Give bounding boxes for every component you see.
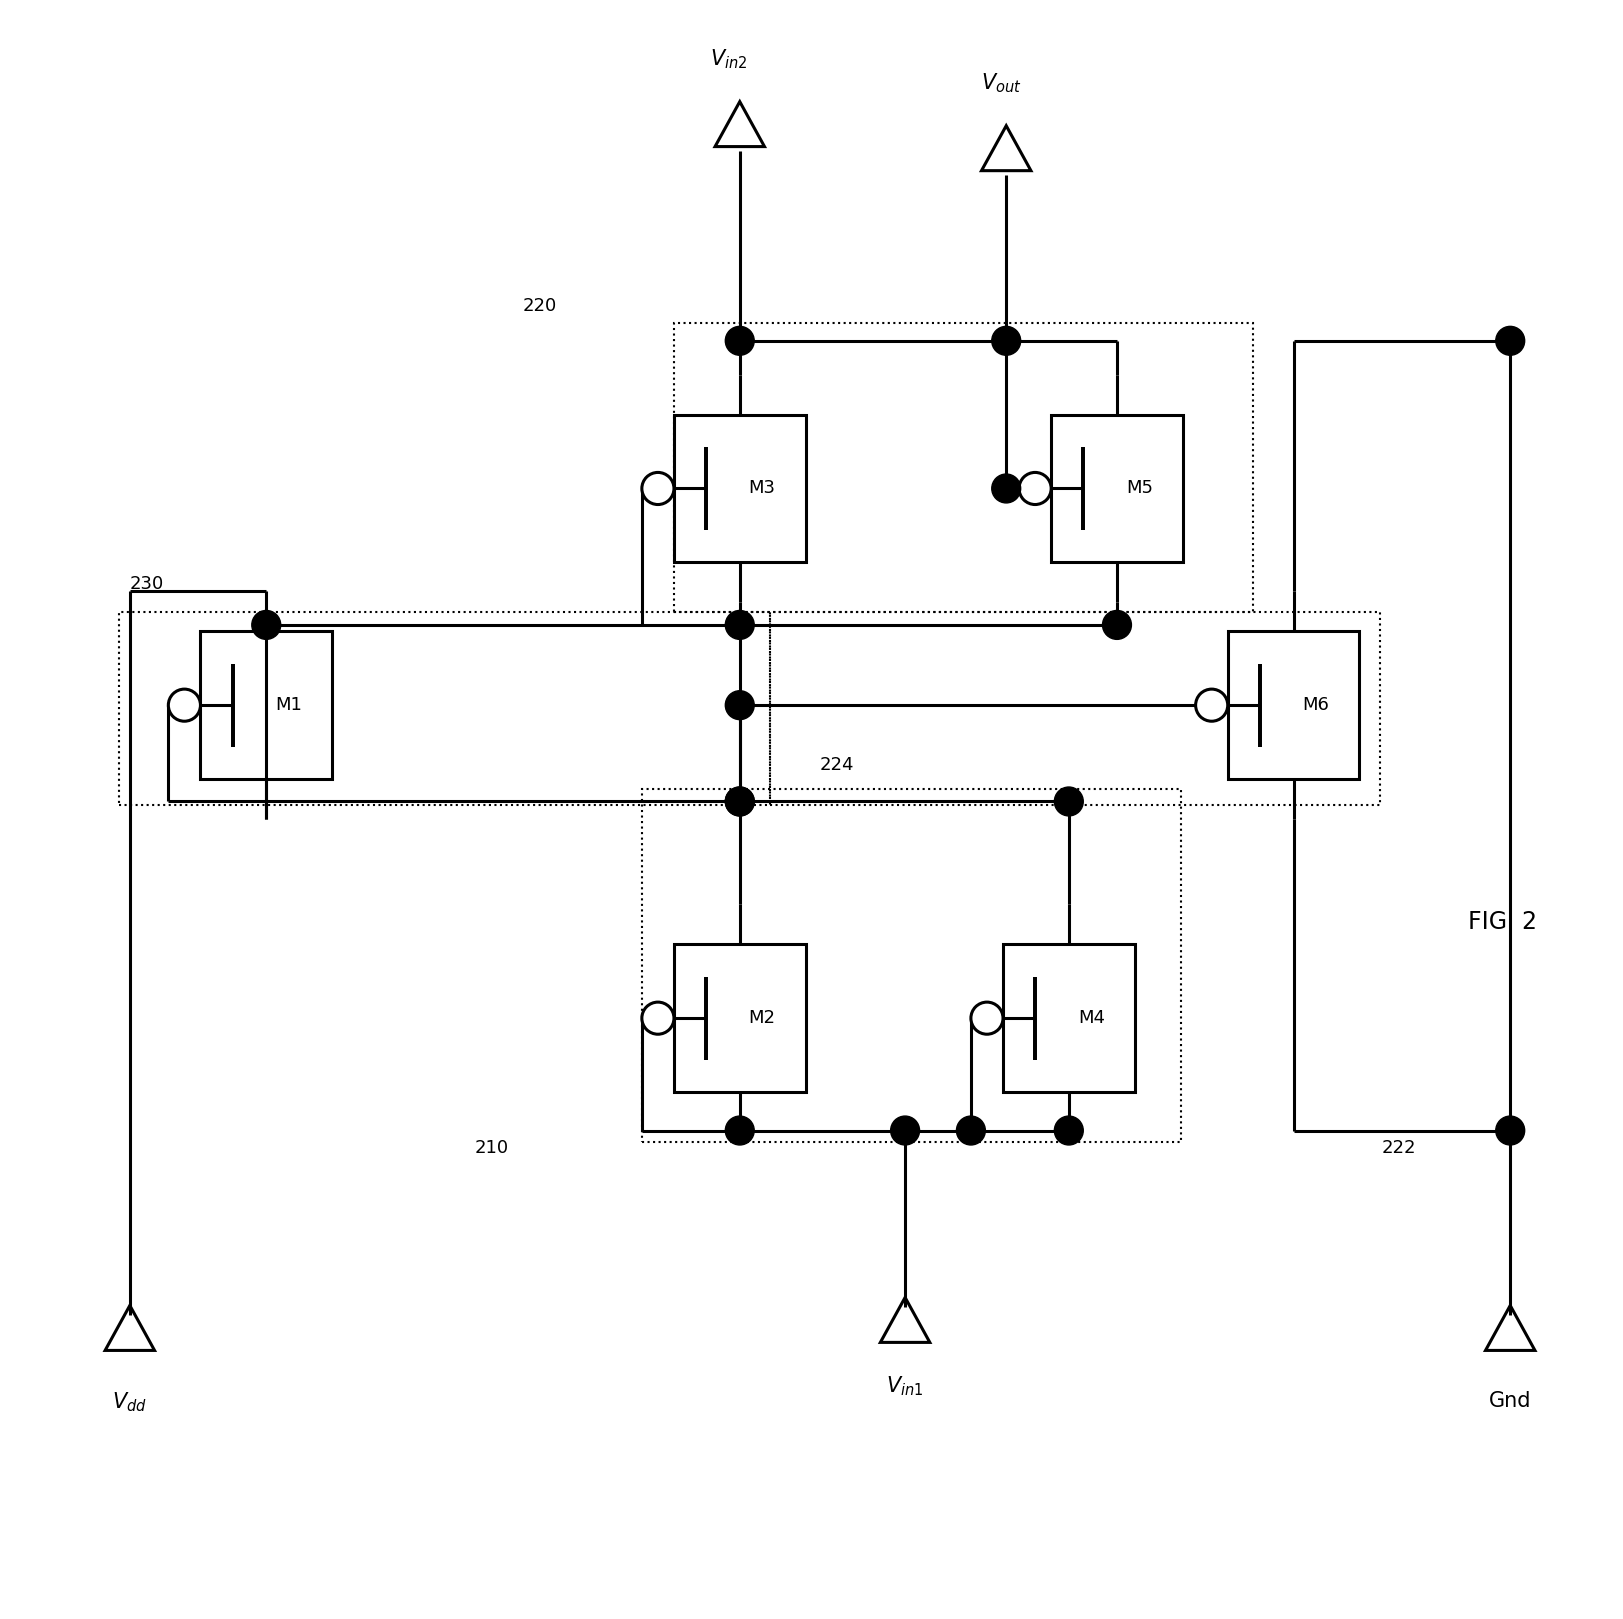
- Text: 222: 222: [1381, 1138, 1415, 1156]
- Circle shape: [725, 327, 753, 355]
- Circle shape: [1018, 473, 1050, 505]
- Bar: [200, 631, 331, 779]
- Text: M1: M1: [276, 696, 302, 714]
- Circle shape: [956, 1115, 985, 1145]
- Text: M3: M3: [748, 479, 776, 497]
- Circle shape: [1495, 327, 1524, 355]
- Text: 230: 230: [130, 575, 164, 593]
- Text: $V_{in2}$: $V_{in2}$: [709, 47, 747, 71]
- Text: Gnd: Gnd: [1488, 1391, 1530, 1410]
- Circle shape: [1102, 610, 1131, 640]
- Circle shape: [1495, 1115, 1524, 1145]
- Bar: [1227, 631, 1358, 779]
- Circle shape: [725, 691, 753, 719]
- Bar: [118, 612, 769, 805]
- Circle shape: [992, 474, 1019, 504]
- Circle shape: [725, 1115, 753, 1145]
- Text: M6: M6: [1302, 696, 1329, 714]
- Circle shape: [725, 787, 753, 816]
- Text: FIG. 2: FIG. 2: [1467, 910, 1535, 934]
- Bar: [674, 414, 805, 562]
- Bar: [1050, 414, 1182, 562]
- Text: $V_{in1}$: $V_{in1}$: [886, 1375, 923, 1399]
- Text: 220: 220: [523, 298, 557, 316]
- Text: $V_{dd}$: $V_{dd}$: [112, 1391, 148, 1413]
- Text: M4: M4: [1078, 1009, 1104, 1026]
- Bar: [769, 612, 1380, 805]
- Circle shape: [889, 1115, 919, 1145]
- Circle shape: [725, 610, 753, 640]
- Circle shape: [641, 473, 674, 505]
- Circle shape: [641, 1002, 674, 1035]
- Circle shape: [992, 327, 1019, 355]
- Text: 224: 224: [820, 756, 854, 774]
- Bar: [641, 788, 1180, 1141]
- Text: M5: M5: [1125, 479, 1152, 497]
- Text: M2: M2: [748, 1009, 776, 1026]
- Circle shape: [1195, 690, 1227, 720]
- Circle shape: [1053, 787, 1083, 816]
- Circle shape: [971, 1002, 1003, 1035]
- Bar: [1003, 944, 1134, 1091]
- Circle shape: [725, 787, 753, 816]
- Circle shape: [252, 610, 281, 640]
- Circle shape: [1053, 1115, 1083, 1145]
- Bar: [674, 944, 805, 1091]
- Text: 210: 210: [474, 1138, 508, 1156]
- Circle shape: [169, 690, 200, 720]
- Bar: [674, 324, 1253, 612]
- Text: $V_{out}$: $V_{out}$: [980, 71, 1021, 96]
